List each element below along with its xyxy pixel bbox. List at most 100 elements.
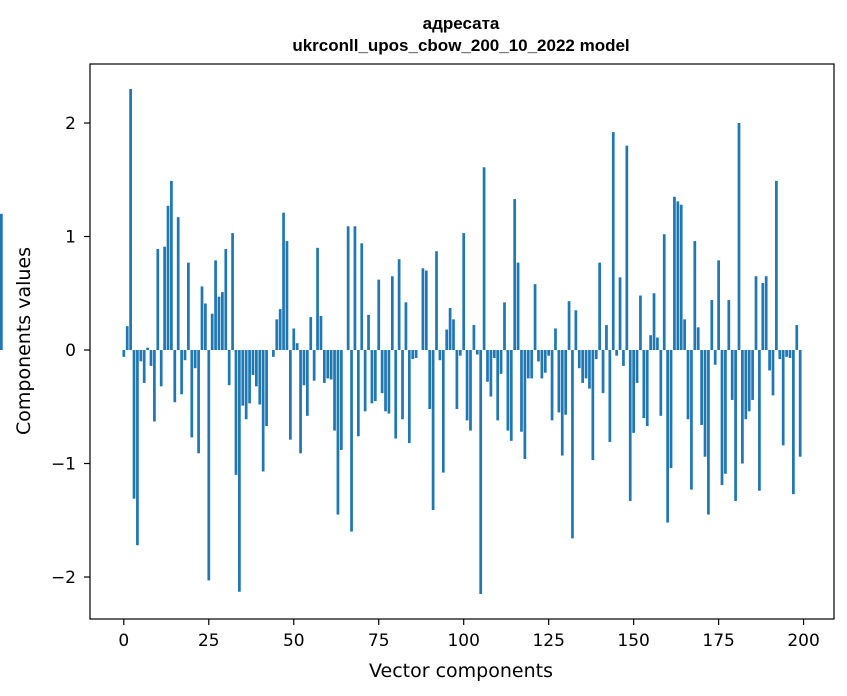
bar <box>394 350 398 439</box>
x-tick-label: 150 <box>617 631 649 651</box>
bar <box>785 350 788 357</box>
bar <box>798 350 802 457</box>
bar <box>0 213 3 351</box>
bar <box>581 350 585 383</box>
bar <box>649 335 652 351</box>
bar <box>336 350 340 515</box>
bar <box>435 251 438 351</box>
x-tick-label: 175 <box>702 631 734 651</box>
bar <box>662 234 666 351</box>
bar <box>635 350 639 383</box>
y-tick-label: 1 <box>65 228 76 248</box>
bar <box>469 350 472 431</box>
bar <box>350 350 353 532</box>
bar <box>577 350 581 369</box>
bar <box>489 350 493 397</box>
bar <box>397 259 401 351</box>
bar <box>316 247 319 351</box>
bar <box>656 337 659 351</box>
bar <box>588 350 591 389</box>
bar <box>346 226 350 351</box>
bar <box>462 233 466 351</box>
bar <box>404 302 408 351</box>
bar <box>530 350 534 379</box>
bar <box>669 350 673 469</box>
bar <box>210 313 214 351</box>
bar <box>421 268 425 351</box>
bar <box>272 350 275 357</box>
bar <box>520 350 523 432</box>
bar <box>241 350 245 406</box>
bar <box>550 350 554 421</box>
bar <box>775 180 778 351</box>
bar <box>666 350 669 523</box>
bar <box>730 350 734 400</box>
bar <box>156 249 160 351</box>
bar <box>255 350 258 387</box>
bar <box>615 350 619 356</box>
bar <box>183 350 187 361</box>
bar <box>370 350 374 404</box>
bar <box>431 350 435 511</box>
y-axis: −2 −1 0 1 2 <box>51 114 90 588</box>
bar <box>492 350 496 358</box>
bar <box>438 350 442 361</box>
bar <box>717 260 720 351</box>
bar <box>506 350 510 431</box>
bar <box>360 243 364 351</box>
bar <box>159 350 163 387</box>
bar <box>516 262 520 351</box>
bar <box>679 204 683 351</box>
bar <box>285 241 289 351</box>
x-axis: 0 25 50 75 100 125 150 175 200 <box>118 619 820 651</box>
bar <box>173 350 177 403</box>
bar <box>292 328 296 351</box>
bar <box>275 319 279 351</box>
bar <box>744 350 748 420</box>
bar <box>411 350 415 360</box>
bar <box>628 350 632 501</box>
x-tick-label: 100 <box>447 631 479 651</box>
y-axis-label: Components values <box>13 247 35 435</box>
bar <box>700 350 703 425</box>
bar <box>414 350 418 358</box>
x-tick-label: 25 <box>198 631 220 651</box>
bar <box>591 350 595 461</box>
bar <box>778 350 782 360</box>
bar <box>751 350 754 400</box>
bar <box>224 249 228 351</box>
bar <box>605 325 608 351</box>
bar <box>319 315 323 351</box>
bar <box>741 350 744 464</box>
bar <box>231 233 234 351</box>
bar <box>683 319 686 351</box>
bar <box>289 350 292 440</box>
bar <box>197 350 200 454</box>
bar <box>238 350 241 592</box>
bar <box>645 350 649 427</box>
bar <box>513 199 517 351</box>
bar <box>713 350 717 365</box>
bar <box>503 302 506 351</box>
bar <box>754 276 758 351</box>
bars-group <box>0 88 802 595</box>
bar <box>788 350 792 358</box>
bar <box>622 350 625 366</box>
bar <box>214 260 217 351</box>
bar <box>584 350 588 379</box>
bar <box>452 319 455 351</box>
bar <box>761 283 765 351</box>
bar <box>142 350 146 383</box>
bar <box>571 350 574 539</box>
bar <box>129 88 132 351</box>
bar <box>608 350 612 442</box>
bar <box>652 293 656 351</box>
bar <box>472 325 476 351</box>
bar <box>499 350 503 374</box>
bar <box>707 350 710 515</box>
bar <box>176 217 180 351</box>
bar <box>486 350 489 382</box>
bar <box>387 350 391 414</box>
bar <box>367 314 370 351</box>
bar <box>482 167 486 351</box>
